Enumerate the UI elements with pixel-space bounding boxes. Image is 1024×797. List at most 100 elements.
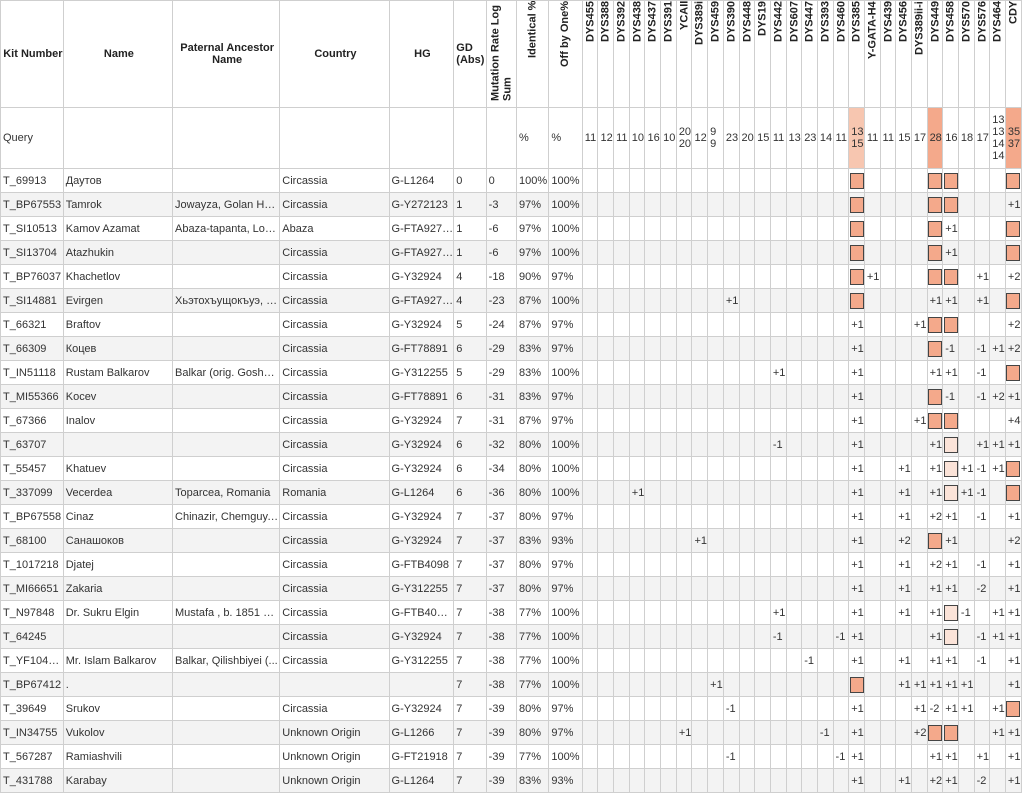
col-marker-dys389i[interactable]: DYS389i (691, 0, 709, 108)
marker-label: DYS460 (834, 1, 847, 42)
table-row[interactable]: T_567287 Ramiashvili Unknown Origin G-FT219… (0, 744, 1023, 769)
col-gd[interactable]: GD (Abs) (453, 0, 487, 108)
cell-identical: 77% (516, 648, 550, 673)
marker-cell (707, 264, 724, 289)
marker-cell (613, 504, 630, 529)
col-ancestor[interactable]: Paternal Ancestor Name (172, 0, 281, 108)
col-name[interactable]: Name (62, 0, 174, 108)
cell-name: Inalov (62, 408, 174, 433)
col-hg[interactable]: HG (388, 0, 455, 108)
marker-cell (738, 600, 756, 625)
col-marker-dys456[interactable]: DYS456 (895, 0, 912, 108)
marker-cell (613, 672, 630, 697)
marker-cell (801, 504, 818, 529)
col-country[interactable]: Country (279, 0, 390, 108)
marker-cell (957, 312, 975, 337)
table-row[interactable]: T_66321 Braftov Circassia G-Y32924 5 -24 87% 97… (0, 312, 1023, 337)
col-marker-dys449[interactable]: DYS449 (926, 0, 944, 108)
col-identical[interactable]: Identical % (516, 0, 550, 108)
col-marker-dys460[interactable]: DYS460 (832, 0, 850, 108)
table-row[interactable]: T_67366 Inalov Circassia G-Y32924 7 -31 87% 97%… (0, 408, 1023, 433)
col-marker-dys442[interactable]: DYS442 (769, 0, 787, 108)
marker-cell (691, 720, 709, 745)
col-marker-dys389ii-i[interactable]: DYS389ii-i (910, 0, 928, 108)
marker-cell (879, 456, 897, 481)
col-kit-number[interactable]: Kit Number (0, 0, 64, 108)
col-marker-dys438[interactable]: DYS438 (628, 0, 646, 108)
query-marker-value: 12 (597, 107, 615, 169)
marker-cell (738, 432, 756, 457)
col-marker-dys437[interactable]: DYS437 (644, 0, 662, 108)
col-marker-dys459[interactable]: DYS459 (707, 0, 724, 108)
marker-cell (769, 192, 787, 217)
table-row[interactable]: T_BP67558 Cinaz Chinazir, Chemguy, ... Circ… (0, 504, 1023, 529)
col-marker-dys447[interactable]: DYS447 (801, 0, 818, 108)
table-row[interactable]: T_IN34755 Vukolov Unknown Origin G-L1266 7 -3… (0, 720, 1023, 745)
table-row[interactable]: T_66309 Коцев Circassia G-FT78891 6 -29 83% 97%… (0, 336, 1023, 361)
col-marker-cdy[interactable]: CDY (1004, 0, 1023, 108)
col-mutation-rate[interactable]: Mutation Rate Log Sum (485, 0, 518, 108)
diff-highlight-box (928, 340, 942, 357)
table-row[interactable]: T_MI66651 Zakaria Circassia G-Y312255 7 -37 80… (0, 576, 1023, 601)
col-marker-dys458[interactable]: DYS458 (942, 0, 959, 108)
col-marker-y-gata-h4[interactable]: Y-GATA-H4 (863, 0, 881, 108)
col-marker-dys570[interactable]: DYS570 (957, 0, 975, 108)
marker-cell (738, 192, 756, 217)
marker-diff-cell: +1 (942, 216, 959, 241)
col-marker-dys388[interactable]: DYS388 (597, 0, 615, 108)
table-row[interactable]: T_64245 Circassia G-Y32924 7 -38 77% 100% -1 -1 +… (0, 624, 1023, 649)
cell-name: Rustam Balkarov (62, 360, 174, 385)
marker-cell (613, 312, 630, 337)
col-marker-ycaii[interactable]: YCAII (675, 0, 693, 108)
table-row[interactable]: T_BP76037 Khachetlov Circassia G-Y32924 4 -18… (0, 264, 1023, 289)
col-marker-dys576[interactable]: DYS576 (973, 0, 991, 108)
marker-diff-cell (942, 624, 959, 649)
col-marker-dys385[interactable]: DYS385 (848, 0, 865, 108)
marker-cell (910, 600, 928, 625)
table-row[interactable]: T_39649 Srukov Circassia G-Y32924 7 -39 80% 97%… (0, 696, 1023, 721)
marker-diff-cell: +1 (848, 552, 865, 577)
table-row[interactable]: T_IN51118 Rustam Balkarov Balkar (orig. Go… (0, 360, 1023, 385)
marker-diff-cell: +1 (769, 600, 787, 625)
table-row[interactable]: T_69913 Даутов Circassia G-L1264 0 0 100% 100% (0, 168, 1023, 193)
table-row[interactable]: T_63707 Circassia G-Y32924 6 -32 80% 100% -1 +1 +… (0, 432, 1023, 457)
marker-cell (816, 432, 834, 457)
marker-diff-cell: +1 (848, 312, 865, 337)
marker-cell (644, 336, 662, 361)
cell-country: Circassia (279, 360, 390, 385)
table-row[interactable]: T_MI55366 Kocev Circassia G-FT78891 6 -31 83% 9… (0, 384, 1023, 409)
col-marker-dys19[interactable]: DYS19 (754, 0, 771, 108)
table-row[interactable]: T_BP67412. 7 -38 77% 100% +1 +1 +1 +1 +1 +1 +1 (0, 672, 1023, 697)
col-marker-dys448[interactable]: DYS448 (738, 0, 756, 108)
table-row[interactable]: T_1017218 Djatej Circassia G-FTB4098 7 -37 80%… (0, 552, 1023, 577)
col-marker-dys455[interactable]: DYS455 (581, 0, 599, 108)
cell-country: Circassia (279, 288, 390, 313)
col-marker-dys392[interactable]: DYS392 (613, 0, 630, 108)
table-row[interactable]: T_431788 Karabay Unknown Origin G-L1264 7 -39… (0, 768, 1023, 793)
marker-cell (785, 288, 803, 313)
table-row[interactable]: T_YF104383 Mr. Islam Balkarov Balkar, Qili… (0, 648, 1023, 673)
table-row[interactable]: T_337099 Vecerdea Toparcea, Romania Romania… (0, 480, 1023, 505)
col-marker-dys607[interactable]: DYS607 (785, 0, 803, 108)
cell-gd: 7 (453, 696, 487, 721)
marker-cell (895, 168, 912, 193)
table-row[interactable]: T_SI10513 Kamov Azamat Abaza-tapanta, Loo.… (0, 216, 1023, 241)
table-row[interactable]: T_55457 Khatuev Circassia G-Y32924 6 -34 80% 10… (0, 456, 1023, 481)
col-marker-dys391[interactable]: DYS391 (660, 0, 677, 108)
col-marker-dys464[interactable]: DYS464 (989, 0, 1006, 108)
cell-country: Circassia (279, 408, 390, 433)
table-row[interactable]: T_SI13704 Atazhukin Circassia G-FTA92785 1 -6… (0, 240, 1023, 265)
col-off-by-one[interactable]: Off by One% (548, 0, 583, 108)
table-row[interactable]: T_68100 Санашоков Circassia G-Y32924 7 -37 83%… (0, 528, 1023, 553)
marker-cell (832, 528, 850, 553)
cell-gd: 1 (453, 216, 487, 241)
marker-cell (628, 672, 646, 697)
col-marker-dys390[interactable]: DYS390 (722, 0, 740, 108)
table-row[interactable]: T_N97848 Dr. Sukru Elgin Mustafa , b. 1851… (0, 600, 1023, 625)
cell-off-by-one: 100% (548, 216, 583, 241)
marker-cell (989, 288, 1006, 313)
col-marker-dys393[interactable]: DYS393 (816, 0, 834, 108)
col-marker-dys439[interactable]: DYS439 (879, 0, 897, 108)
